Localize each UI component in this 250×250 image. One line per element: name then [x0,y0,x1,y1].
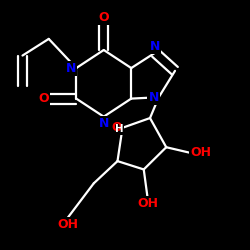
Text: N: N [148,91,159,104]
Text: N: N [150,40,160,53]
Text: N: N [66,62,76,74]
Text: O: O [98,10,109,24]
Text: H: H [115,124,124,134]
Text: OH: OH [137,197,158,210]
Text: N: N [98,117,109,130]
Text: OH: OH [57,218,78,231]
Text: O: O [112,121,122,134]
Text: O: O [38,92,49,105]
Text: OH: OH [190,146,211,159]
